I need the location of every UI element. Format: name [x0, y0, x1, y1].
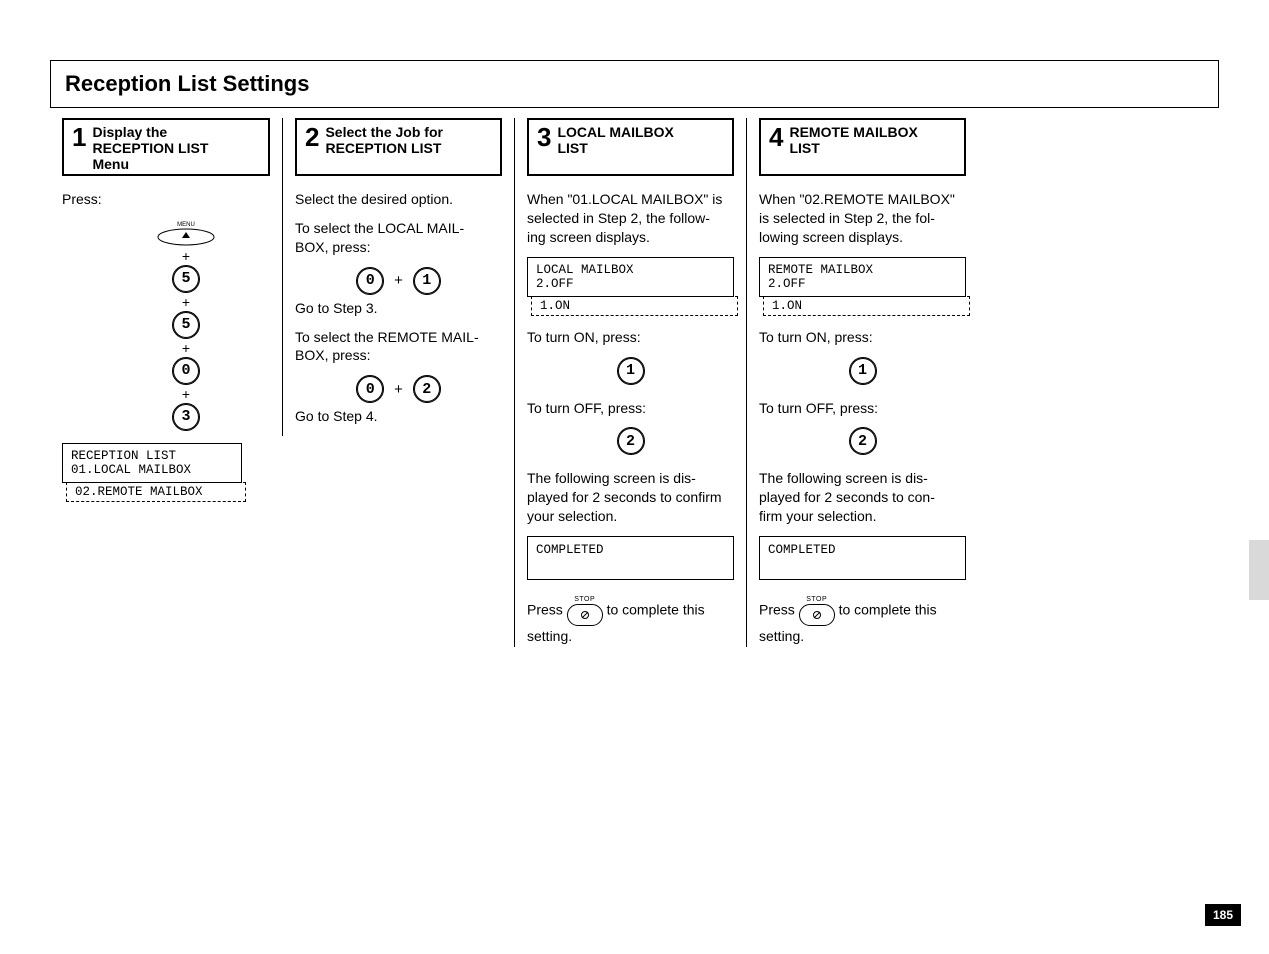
key-1-button: 1: [617, 357, 645, 385]
key-sequence-01: 0 + 1: [295, 267, 502, 295]
step3-intro: When "01.LOCAL MAILBOX" is selected in S…: [527, 190, 734, 247]
turn-on-label: To turn ON, press:: [527, 328, 734, 347]
key-2-button: 2: [617, 427, 645, 455]
stop-label: STOP: [574, 596, 595, 603]
plus-icon: +: [182, 341, 190, 355]
lcd-display: LOCAL MAILBOX 2.OFF: [527, 257, 734, 297]
key-5-button: 5: [172, 311, 200, 339]
key-2-button: 2: [413, 375, 441, 403]
step1-title: Display the RECEPTION LIST Menu: [92, 124, 208, 172]
step3-header: 3 LOCAL MAILBOX LIST: [527, 118, 734, 176]
page-number: 185: [1205, 904, 1241, 926]
lcd-scroll-line: 02.REMOTE MAILBOX: [66, 482, 246, 502]
plus-icon: +: [394, 272, 403, 289]
key-0-button: 0: [172, 357, 200, 385]
step1-column: 1 Display the RECEPTION LIST Menu Press:…: [50, 118, 282, 502]
stop-oval-icon: [567, 604, 603, 626]
local-mailbox-lcd: LOCAL MAILBOX 2.OFF 1.ON: [527, 257, 734, 316]
step1-number: 1: [72, 124, 86, 150]
turn-off-label: To turn OFF, press:: [527, 399, 734, 418]
key-0-button: 0: [356, 267, 384, 295]
step4-intro: When "02.REMOTE MAILBOX" is selected in …: [759, 190, 966, 247]
page-title: Reception List Settings: [50, 60, 1219, 108]
off-key: 2: [759, 427, 966, 455]
step2-line2: To select the LOCAL MAIL- BOX, press:: [295, 219, 502, 257]
step2-title: Select the Job for RECEPTION LIST: [325, 124, 442, 156]
step2-line3: To select the REMOTE MAIL- BOX, press:: [295, 328, 502, 366]
plus-icon: +: [394, 381, 403, 398]
step4-title: REMOTE MAILBOX LIST: [789, 124, 917, 156]
menu-label: MENU: [177, 222, 195, 228]
completed-lcd: COMPLETED: [527, 536, 734, 580]
key-0-button: 0: [356, 375, 384, 403]
step3-column: 3 LOCAL MAILBOX LIST When "01.LOCAL MAIL…: [514, 118, 746, 647]
key-sequence-02: 0 + 2: [295, 375, 502, 403]
step2-number: 2: [305, 124, 319, 150]
confirm-text: The following screen is dis- played for …: [759, 469, 966, 526]
step2-column: 2 Select the Job for RECEPTION LIST Sele…: [282, 118, 514, 436]
step2-header: 2 Select the Job for RECEPTION LIST: [295, 118, 502, 176]
final-instruction: Press STOP to complete this setting.: [759, 596, 966, 647]
press-label: Press: [527, 602, 567, 618]
key-5-button: 5: [172, 265, 200, 293]
key-sequence: MENU + 5 + 5 + 0 + 3: [102, 219, 270, 431]
key-1-button: 1: [849, 357, 877, 385]
stop-button: STOP: [567, 596, 603, 626]
final-instruction: Press STOP to complete this setting.: [527, 596, 734, 647]
section-tab: [1249, 540, 1269, 600]
key-1-button: 1: [413, 267, 441, 295]
reception-list-lcd: RECEPTION LIST 01.LOCAL MAILBOX 02.REMOT…: [62, 443, 242, 502]
stop-button: STOP: [799, 596, 835, 626]
step4-number: 4: [769, 124, 783, 150]
step4-header: 4 REMOTE MAILBOX LIST: [759, 118, 966, 176]
step2-line1: Select the desired option.: [295, 190, 502, 209]
goto-step3: Go to Step 3.: [295, 299, 502, 318]
plus-icon: +: [182, 295, 190, 309]
lcd-display: REMOTE MAILBOX 2.OFF: [759, 257, 966, 297]
press-label: Press: [759, 602, 799, 618]
lcd-scroll-line: 1.ON: [531, 296, 738, 316]
key-3-button: 3: [172, 403, 200, 431]
off-key: 2: [527, 427, 734, 455]
step4-column: 4 REMOTE MAILBOX LIST When "02.REMOTE MA…: [746, 118, 978, 647]
lcd-scroll-line: 1.ON: [763, 296, 970, 316]
key-2-button: 2: [849, 427, 877, 455]
completed-lcd: COMPLETED: [759, 536, 966, 580]
menu-button-graphic: MENU: [155, 219, 217, 247]
press-label: Press:: [62, 190, 270, 209]
step3-number: 3: [537, 124, 551, 150]
plus-icon: +: [182, 249, 190, 263]
remote-mailbox-lcd: REMOTE MAILBOX 2.OFF 1.ON: [759, 257, 966, 316]
turn-off-label: To turn OFF, press:: [759, 399, 966, 418]
step3-title: LOCAL MAILBOX LIST: [557, 124, 673, 156]
plus-icon: +: [182, 387, 190, 401]
on-key: 1: [527, 357, 734, 385]
turn-on-label: To turn ON, press:: [759, 328, 966, 347]
stop-oval-icon: [799, 604, 835, 626]
steps-row: 1 Display the RECEPTION LIST Menu Press:…: [50, 118, 1219, 647]
lcd-display: RECEPTION LIST 01.LOCAL MAILBOX: [62, 443, 242, 483]
goto-step4: Go to Step 4.: [295, 407, 502, 426]
confirm-text: The following screen is dis- played for …: [527, 469, 734, 526]
step1-header: 1 Display the RECEPTION LIST Menu: [62, 118, 270, 176]
stop-label: STOP: [806, 596, 827, 603]
on-key: 1: [759, 357, 966, 385]
